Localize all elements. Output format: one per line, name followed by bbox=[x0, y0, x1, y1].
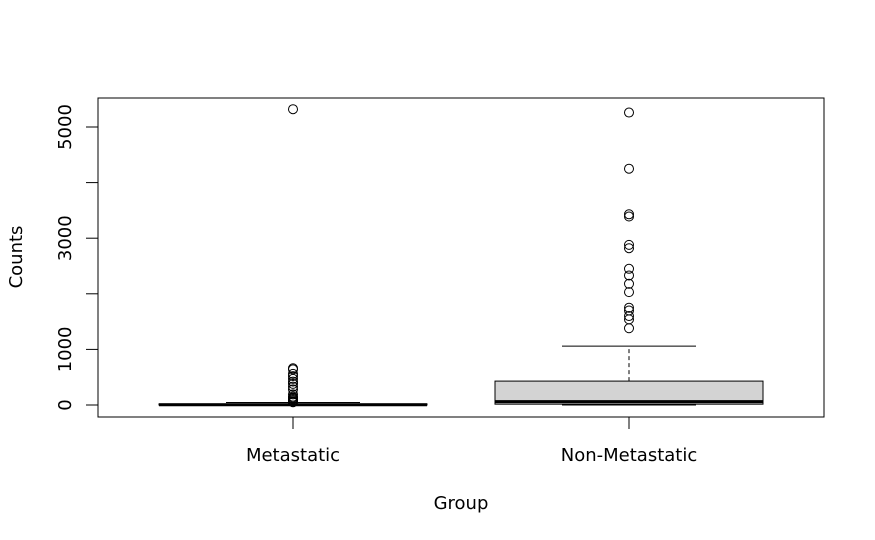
outlier-point bbox=[288, 381, 298, 392]
outlier-point bbox=[624, 287, 634, 298]
y-axis-label: Counts bbox=[6, 226, 27, 289]
outlier-point bbox=[624, 243, 634, 254]
y-tick-label: 0 bbox=[55, 399, 76, 410]
outlier-point bbox=[624, 209, 634, 220]
outlier-point bbox=[288, 397, 298, 408]
outlier-point bbox=[288, 104, 298, 115]
boxes bbox=[158, 104, 764, 408]
outlier-point bbox=[288, 376, 298, 387]
x-tick-label: Non-Metastatic bbox=[561, 445, 698, 466]
outlier-point bbox=[288, 373, 298, 384]
outlier-point bbox=[624, 311, 634, 322]
x-axis-label: Group bbox=[434, 493, 489, 514]
y-tick-label: 1000 bbox=[55, 326, 76, 372]
x-tick-label: Metastatic bbox=[246, 445, 340, 466]
plot-frame bbox=[97, 97, 825, 418]
x-axis: Metastatic Non-Metastatic bbox=[246, 417, 697, 466]
outlier-point bbox=[624, 278, 634, 289]
outlier-point bbox=[288, 368, 298, 379]
outlier-point bbox=[624, 211, 634, 222]
outlier-point bbox=[288, 371, 298, 382]
box-non-metastatic bbox=[494, 107, 764, 406]
outlier-point bbox=[624, 163, 634, 174]
outlier-point bbox=[624, 270, 634, 281]
outlier-point bbox=[288, 389, 298, 400]
y-tick-label: 5000 bbox=[55, 104, 76, 150]
outlier-point bbox=[288, 378, 298, 389]
iqr-box bbox=[494, 380, 764, 405]
outlier-point bbox=[624, 323, 634, 334]
y-axis: 0 1000 3000 5000 bbox=[55, 104, 99, 411]
outlier-point bbox=[624, 239, 634, 250]
outlier-point bbox=[624, 302, 634, 313]
outlier-point bbox=[624, 263, 634, 274]
y-tick-label: 3000 bbox=[55, 215, 76, 261]
box-metastatic bbox=[158, 104, 428, 408]
outlier-point bbox=[624, 107, 634, 118]
